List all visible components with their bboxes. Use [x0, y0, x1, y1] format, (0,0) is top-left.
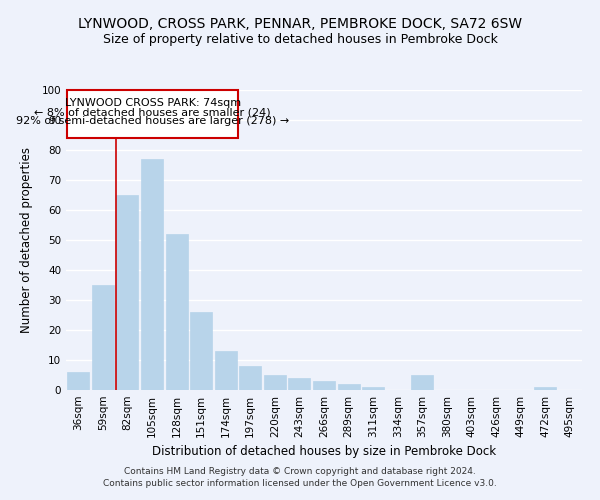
- Y-axis label: Number of detached properties: Number of detached properties: [20, 147, 33, 333]
- Bar: [264, 375, 286, 390]
- Bar: [116, 195, 139, 390]
- X-axis label: Distribution of detached houses by size in Pembroke Dock: Distribution of detached houses by size …: [152, 446, 496, 458]
- FancyBboxPatch shape: [67, 90, 238, 138]
- Text: Size of property relative to detached houses in Pembroke Dock: Size of property relative to detached ho…: [103, 32, 497, 46]
- Bar: [411, 375, 433, 390]
- Bar: [166, 234, 188, 390]
- Text: ← 8% of detached houses are smaller (24): ← 8% of detached houses are smaller (24): [34, 108, 271, 118]
- Bar: [338, 384, 359, 390]
- Text: Contains public sector information licensed under the Open Government Licence v3: Contains public sector information licen…: [103, 478, 497, 488]
- Bar: [534, 387, 556, 390]
- Bar: [92, 285, 114, 390]
- Bar: [362, 387, 384, 390]
- Bar: [67, 372, 89, 390]
- Text: 92% of semi-detached houses are larger (278) →: 92% of semi-detached houses are larger (…: [16, 116, 289, 126]
- Bar: [239, 366, 262, 390]
- Bar: [190, 312, 212, 390]
- Bar: [141, 159, 163, 390]
- Text: LYNWOOD CROSS PARK: 74sqm: LYNWOOD CROSS PARK: 74sqm: [65, 98, 241, 108]
- Text: LYNWOOD, CROSS PARK, PENNAR, PEMBROKE DOCK, SA72 6SW: LYNWOOD, CROSS PARK, PENNAR, PEMBROKE DO…: [78, 18, 522, 32]
- Bar: [289, 378, 310, 390]
- Text: Contains HM Land Registry data © Crown copyright and database right 2024.: Contains HM Land Registry data © Crown c…: [124, 467, 476, 476]
- Bar: [215, 351, 237, 390]
- Bar: [313, 381, 335, 390]
